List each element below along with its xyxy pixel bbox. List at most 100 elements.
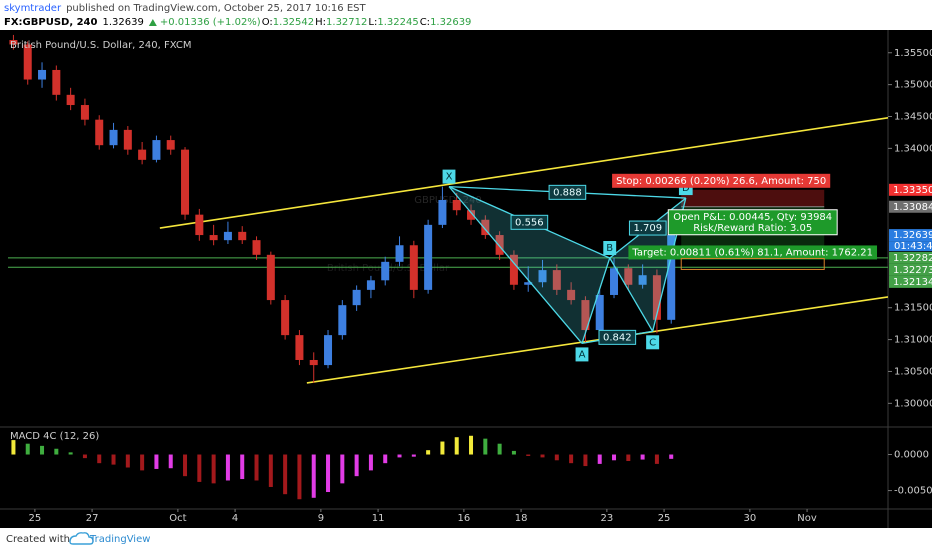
ohlc-label: O: <box>262 17 273 28</box>
candle-body <box>324 335 333 366</box>
countdown-box <box>889 241 932 252</box>
ohlc-label: L: <box>368 17 377 28</box>
macd-bar <box>597 454 602 464</box>
x-tick-label: 23 <box>601 513 614 524</box>
candle-body <box>138 149 147 160</box>
x-tick-label: 30 <box>743 513 756 524</box>
candle-body <box>80 105 89 120</box>
pattern-point-label-box <box>575 347 589 362</box>
footer-bar <box>0 528 932 550</box>
pattern-ratio-box <box>510 214 549 230</box>
macd-bar <box>497 443 502 455</box>
candle-body <box>381 261 390 281</box>
pnl-box <box>667 209 838 236</box>
macd-bar <box>283 454 288 495</box>
pattern-point-label-box <box>603 241 617 256</box>
candle-body <box>552 270 561 290</box>
pattern-ratio-box <box>598 329 637 345</box>
price-label: 1.33084 <box>893 202 932 213</box>
macd-bar <box>25 443 30 455</box>
target-label: Target: 0.00811 (0.61%) 81.1, Amount: 17… <box>631 247 873 258</box>
y-tick-label: 1.34500 <box>894 111 932 122</box>
y-tick-label: 1.35000 <box>894 80 932 91</box>
footer-brand[interactable]: TradingView <box>89 534 150 545</box>
x-tick-label: 11 <box>372 513 385 524</box>
price-label: 1.32273 <box>893 265 932 276</box>
pattern-leg <box>609 257 654 332</box>
pattern-point-label: C <box>649 337 656 348</box>
ohlc-value: 1.32542 <box>273 17 314 28</box>
candle-body <box>23 44 32 80</box>
pnl-label: Risk/Reward Ratio: 3.05 <box>693 223 812 234</box>
macd-bar <box>82 454 87 459</box>
x-tick-label: 25 <box>658 513 671 524</box>
x-tick-label: Nov <box>797 513 817 524</box>
ohlc-value: 1.32245 <box>377 17 418 28</box>
macd-bar <box>168 454 173 469</box>
macd-bar <box>211 454 216 484</box>
candle-body <box>567 289 576 301</box>
macd-bar <box>125 454 130 468</box>
macd-bar <box>311 454 316 498</box>
candle-body <box>152 140 161 160</box>
candle-body <box>309 359 318 366</box>
pattern-point-label: A <box>579 349 586 360</box>
price-label: 1.32639 <box>893 230 932 241</box>
candle-body <box>66 94 75 106</box>
x-tick-label: 16 <box>458 513 471 524</box>
x-tick-label: 27 <box>86 513 99 524</box>
macd-bar <box>640 454 645 460</box>
target-label-box <box>628 245 878 260</box>
change: +0.01336 (+1.02%) <box>160 17 261 28</box>
candle-body <box>438 199 447 225</box>
candle-body <box>295 335 304 360</box>
macd-bar <box>54 448 59 455</box>
macd-bar <box>626 454 631 462</box>
macd-bar <box>326 454 331 493</box>
pattern-ratio: 1.709 <box>633 223 662 234</box>
macd-bar <box>669 454 674 459</box>
y-tick-label: 1.30000 <box>894 398 932 409</box>
pattern-ratio: 0.556 <box>515 217 544 228</box>
macd-bar <box>354 454 359 477</box>
footer-created: Created with <box>6 534 70 545</box>
published-line: published on TradingView.com, October 25… <box>66 3 366 14</box>
candle-body <box>581 300 590 331</box>
y-tick-label: 1.35500 <box>894 48 932 59</box>
candle-body <box>595 294 604 331</box>
ohlc-value: 1.32712 <box>326 17 367 28</box>
pattern-point-label: D <box>682 183 690 194</box>
price-label: 1.33350 <box>893 185 932 196</box>
candle-body <box>252 240 261 255</box>
x-tick-label: 18 <box>515 513 528 524</box>
macd-bar <box>68 452 73 455</box>
macd-bar <box>111 454 116 465</box>
macd-bar <box>383 454 388 464</box>
y-tick-label: 1.30500 <box>894 366 932 377</box>
logo-cloud <box>69 532 94 545</box>
pattern-fill <box>449 186 610 344</box>
y-tick-label: 1.34000 <box>894 143 932 154</box>
macd-bar <box>11 440 16 455</box>
candle-body <box>524 282 533 285</box>
pattern-leg <box>448 186 583 344</box>
target-outline <box>680 257 825 270</box>
macd-bar <box>426 450 431 455</box>
candle-body <box>409 245 418 290</box>
candle-body <box>467 210 476 220</box>
candle-body <box>638 275 647 285</box>
pattern-fill <box>609 198 686 332</box>
candle-body <box>95 119 104 146</box>
pattern-point-label: X <box>446 172 453 183</box>
candle-body <box>38 69 47 80</box>
candle-body <box>495 235 504 255</box>
macd-bar <box>454 437 459 455</box>
candle-body <box>123 129 132 150</box>
x-tick-label: 4 <box>232 513 238 524</box>
candle-body <box>352 289 361 306</box>
candle-body <box>52 69 61 95</box>
macd-bar <box>225 454 230 481</box>
macd-bar <box>440 441 445 455</box>
